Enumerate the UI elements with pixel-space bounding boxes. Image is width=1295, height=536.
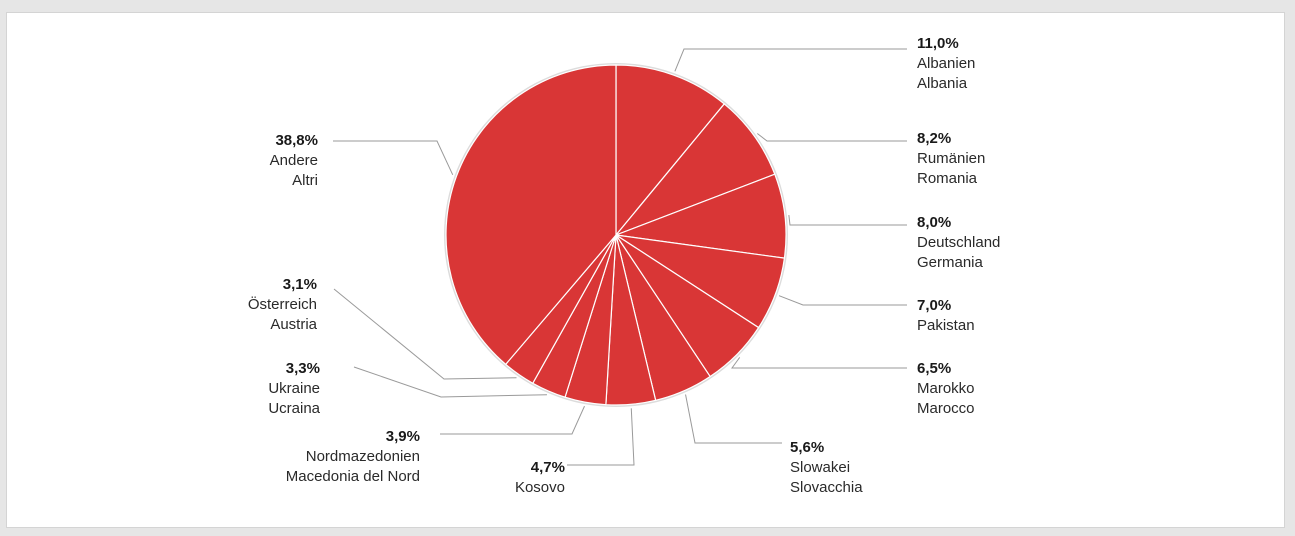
pie-chart: 11,0%AlbanienAlbania8,2%RumänienRomania8… (7, 13, 1286, 529)
slice-label-group: 7,0% Pakistan (917, 297, 975, 334)
slice-name-de-label: Pakistan (917, 317, 975, 334)
slice-label-group: 4,7% Kosovo (515, 459, 565, 496)
slice-name-it-label: Albania (917, 75, 968, 92)
slice-label-group: 3,1% Österreich Austria (248, 276, 318, 333)
leader-line (675, 49, 907, 71)
slice-label-group: 8,2% Rumänien Romania (917, 130, 985, 187)
slice-name-de-label: Kosovo (515, 479, 565, 496)
slice-percent-label: 38,8% (275, 132, 318, 149)
slice-name-it-label: Ucraina (268, 400, 320, 417)
slice-name-de-label: Rumänien (917, 150, 985, 167)
slice-label-group: 3,9% Nordmazedonien Macedonia del Nord (286, 428, 420, 485)
slice-name-de-label: Marokko (917, 380, 975, 397)
leader-line (732, 357, 907, 368)
slice-label-group: 11,0% Albanien Albania (917, 35, 975, 92)
slice-label-group: 8,0% Deutschland Germania (917, 214, 1000, 271)
slice-name-it-label: Marocco (917, 400, 975, 417)
slice-percent-label: 3,3% (286, 360, 320, 377)
leader-line (440, 406, 585, 434)
leader-line (686, 395, 782, 443)
leader-line (789, 215, 907, 225)
leader-line (757, 133, 907, 141)
leader-line (567, 408, 634, 465)
slice-name-de-label: Österreich (248, 295, 317, 313)
slice-name-it-label: Macedonia del Nord (286, 468, 420, 485)
slice-percent-label: 6,5% (917, 360, 951, 377)
slice-percent-label: 11,0% (917, 35, 959, 52)
leader-line (333, 141, 453, 175)
slice-percent-label: 4,7% (531, 459, 565, 476)
slice-percent-label: 3,9% (386, 428, 420, 445)
slice-name-de-label: Nordmazedonien (306, 448, 420, 465)
slice-name-it-label: Romania (917, 170, 978, 187)
slice-name-de-label: Deutschland (917, 234, 1000, 251)
slice-percent-label: 5,6% (790, 439, 824, 456)
slice-percent-label: 3,1% (283, 276, 317, 293)
slice-name-de-label: Ukraine (268, 380, 320, 397)
slice-percent-label: 7,0% (917, 297, 951, 314)
leader-line (779, 296, 907, 305)
slice-percent-label: 8,0% (917, 214, 951, 231)
slice-name-de-label: Slowakei (790, 459, 850, 476)
slice-percent-label: 8,2% (917, 130, 951, 147)
slice-label-group: 5,6% Slowakei Slovacchia (790, 439, 863, 496)
slice-name-it-label: Germania (917, 254, 984, 271)
slice-name-it-label: Slovacchia (790, 479, 863, 496)
slice-name-de-label: Andere (270, 152, 318, 169)
slice-name-it-label: Altri (292, 172, 318, 189)
slice-label-group: 38,8% Andere Altri (270, 132, 318, 189)
slice-label-group: 3,3% Ukraine Ucraina (268, 360, 320, 417)
slice-name-it-label: Austria (270, 316, 317, 333)
slice-name-de-label: Albanien (917, 55, 975, 72)
chart-panel: 11,0% Albanien Albania 8,2% Rumänien Romania 8… (6, 12, 1285, 528)
slice-label-group: 6,5% Marokko Marocco (917, 360, 975, 417)
